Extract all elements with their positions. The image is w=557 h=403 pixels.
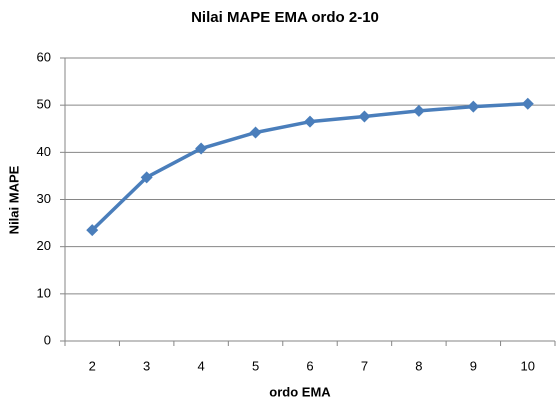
data-point	[195, 142, 208, 155]
data-point	[304, 115, 316, 128]
x-tick-label: 7	[361, 358, 368, 373]
y-tick-label: 50	[37, 97, 51, 112]
data-point	[358, 110, 371, 123]
x-tick-label: 5	[252, 358, 259, 373]
data-point	[140, 171, 153, 184]
y-tick-label: 10	[37, 285, 51, 300]
data-point	[86, 224, 99, 237]
y-axis-title: Nilai MAPE	[6, 165, 21, 234]
x-tick-label: 2	[89, 358, 96, 373]
data-point	[249, 126, 262, 139]
data-point	[412, 104, 425, 117]
x-tick-label: 10	[521, 358, 535, 373]
x-tick-label: 4	[197, 358, 204, 373]
y-tick-label: 60	[37, 49, 51, 64]
x-axis-title: ordo EMA	[269, 384, 331, 399]
x-tick-label: 8	[415, 358, 422, 373]
x-tick-label: 3	[143, 358, 150, 373]
data-point	[521, 97, 534, 110]
y-tick-label: 40	[37, 144, 51, 159]
x-tick-label: 6	[306, 358, 313, 373]
y-tick-label: 0	[44, 332, 51, 347]
chart-title: Nilai MAPE EMA ordo 2-10	[191, 9, 379, 26]
y-tick-label: 20	[37, 238, 51, 253]
y-tick-label: 30	[37, 191, 51, 206]
x-tick-label: 9	[470, 358, 477, 373]
data-point	[467, 100, 480, 113]
